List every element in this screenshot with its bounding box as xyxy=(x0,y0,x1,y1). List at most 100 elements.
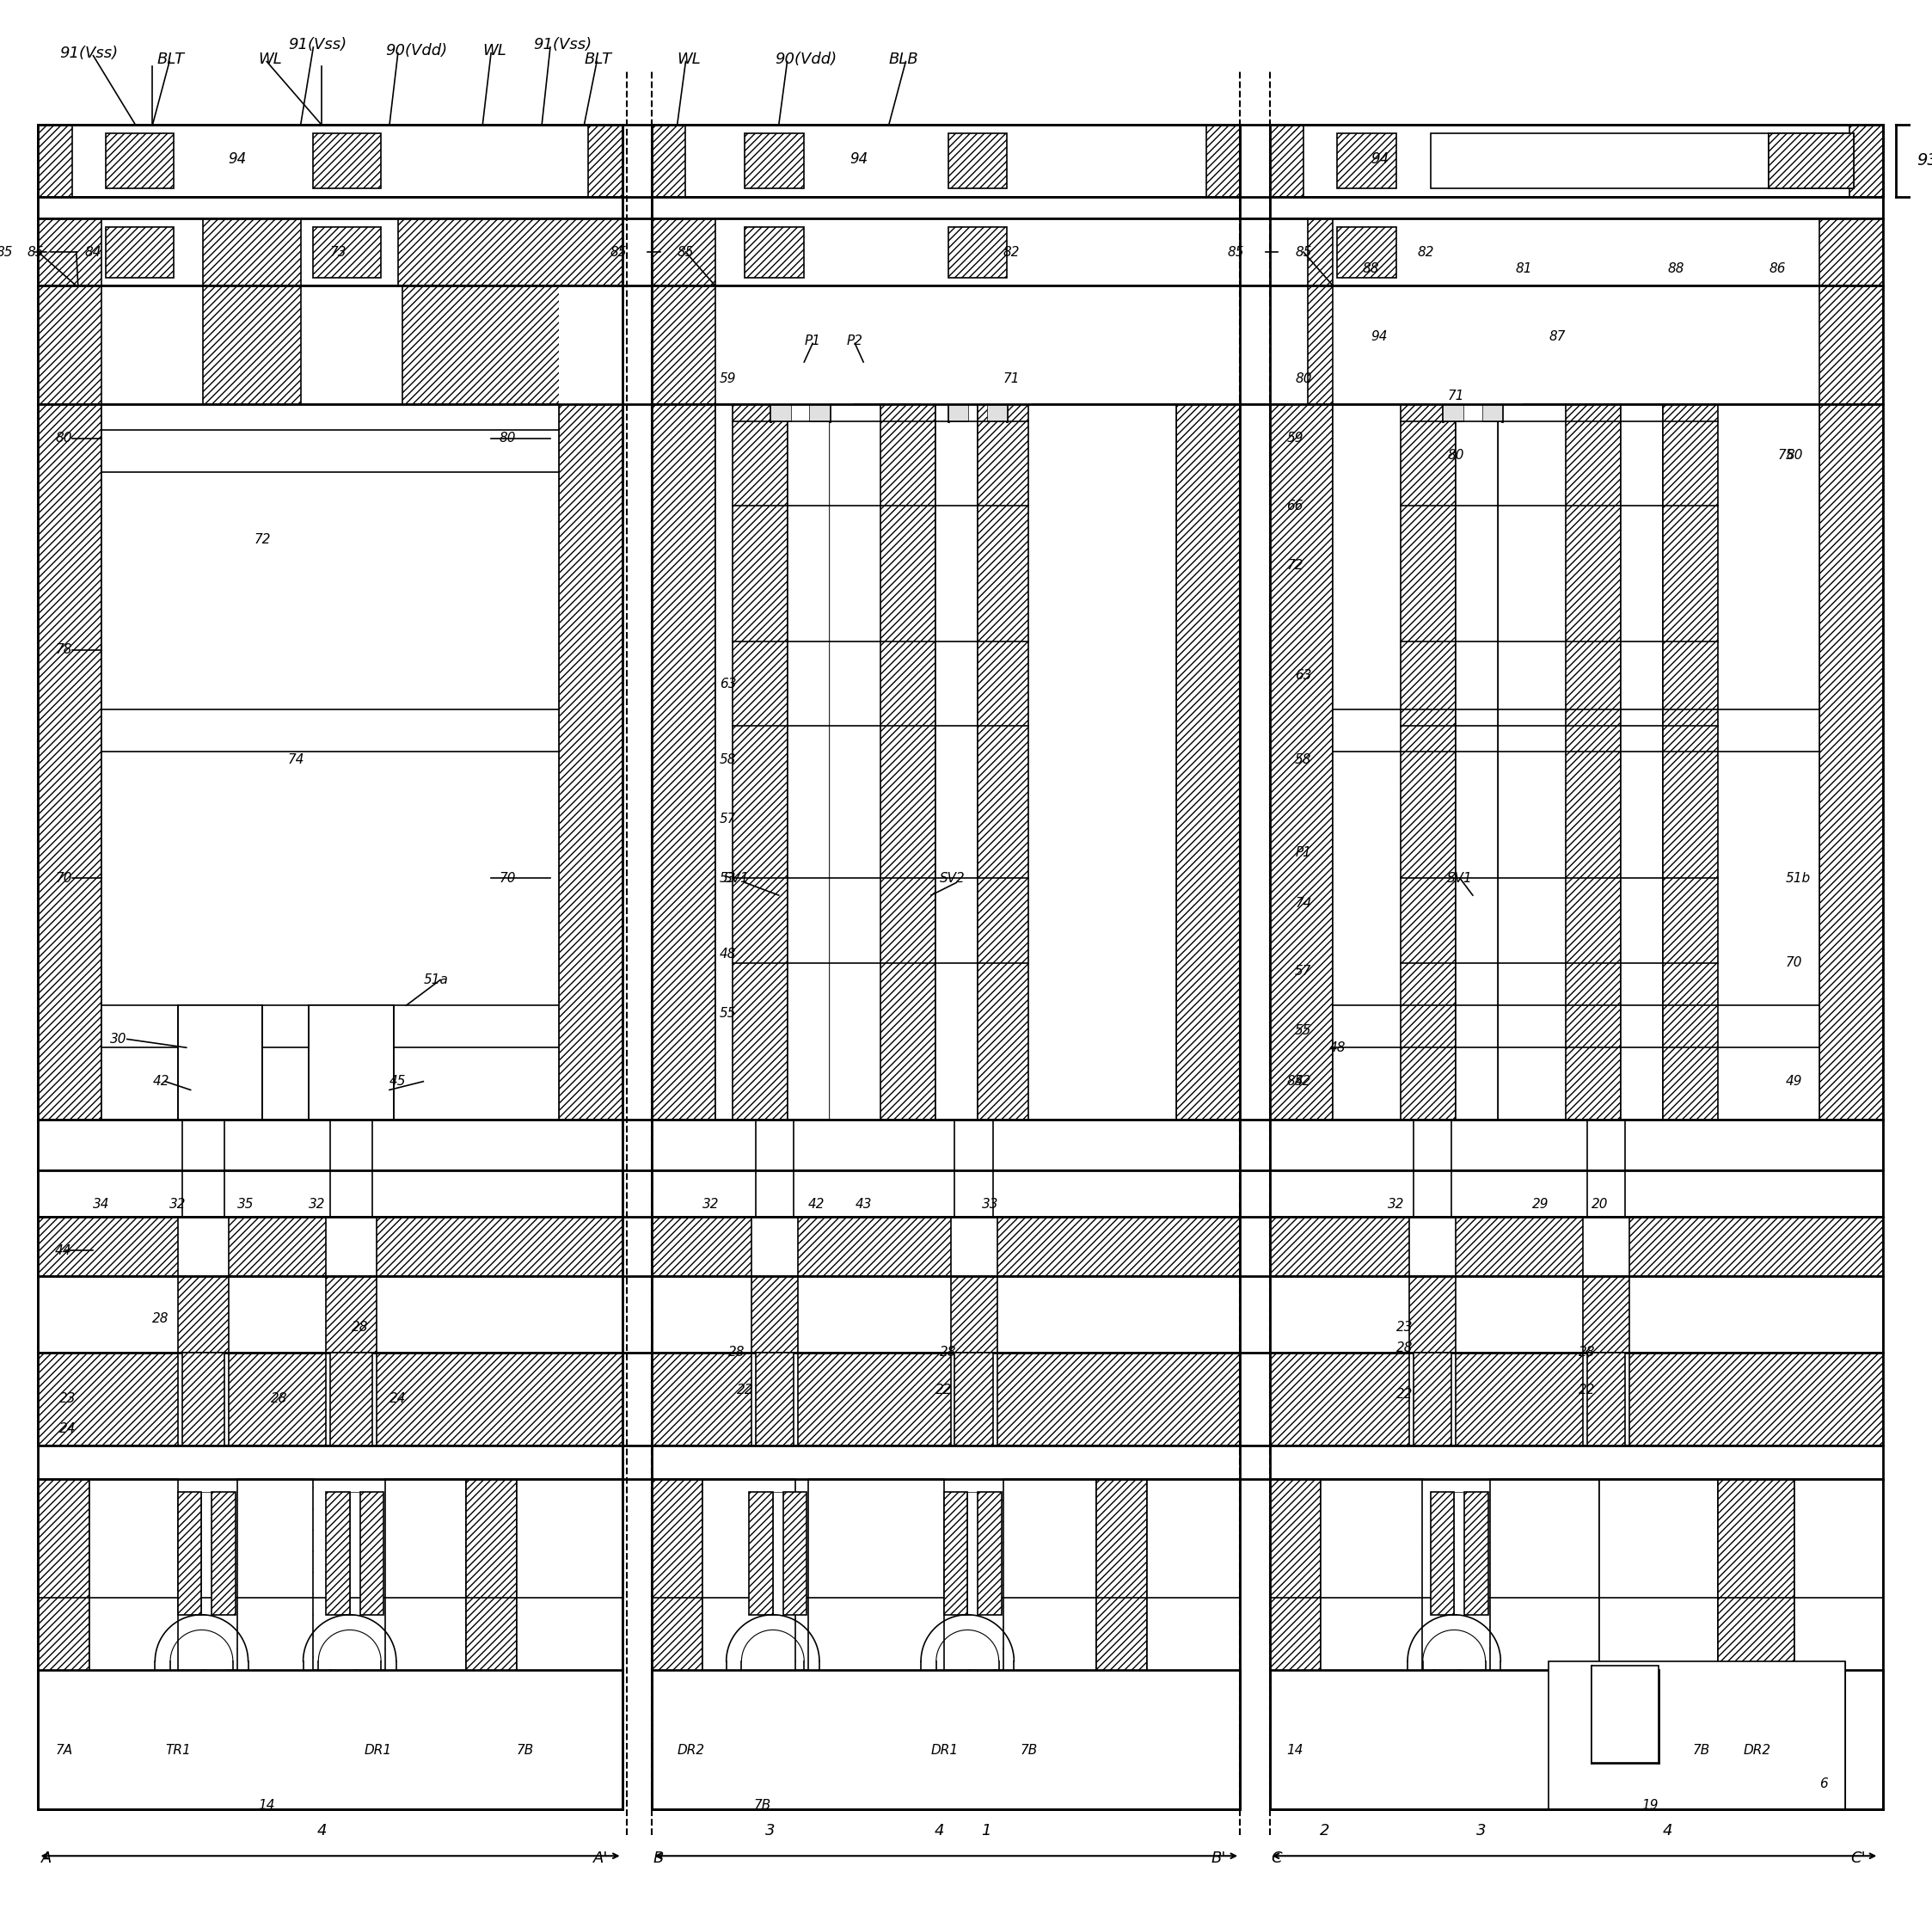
Bar xyxy=(1428,286,1522,405)
Bar xyxy=(1003,1479,1095,1670)
Bar xyxy=(951,1216,997,1275)
Bar xyxy=(651,197,1240,218)
Bar xyxy=(651,1670,1240,1810)
Text: 86: 86 xyxy=(1770,262,1785,275)
Text: 59: 59 xyxy=(1287,431,1304,445)
Text: 34: 34 xyxy=(93,1197,110,1210)
Bar xyxy=(39,124,71,197)
Bar xyxy=(238,1479,313,1670)
Bar xyxy=(39,124,622,197)
Bar xyxy=(954,1119,993,1216)
Text: 57: 57 xyxy=(1294,964,1312,977)
Text: 94: 94 xyxy=(1372,330,1387,344)
Bar xyxy=(715,405,1177,1119)
Bar xyxy=(89,1479,178,1670)
Bar xyxy=(1148,1479,1240,1670)
Text: P2: P2 xyxy=(846,334,864,347)
Text: 23: 23 xyxy=(60,1392,75,1405)
Text: 32: 32 xyxy=(309,1197,327,1210)
Bar xyxy=(1621,405,1663,1119)
Text: 24: 24 xyxy=(60,1422,75,1436)
Text: 94: 94 xyxy=(850,151,867,166)
Text: 91(Vss): 91(Vss) xyxy=(60,46,118,61)
Bar xyxy=(922,286,1032,405)
Text: 1: 1 xyxy=(981,1823,991,1838)
Bar xyxy=(651,405,715,1119)
Text: DR2: DR2 xyxy=(678,1743,705,1756)
Text: 70: 70 xyxy=(500,872,516,884)
Bar xyxy=(558,286,622,405)
Bar xyxy=(829,405,881,1119)
Bar xyxy=(1565,405,1621,1119)
Bar xyxy=(330,1119,373,1216)
Text: 28: 28 xyxy=(270,1392,288,1405)
Text: 48: 48 xyxy=(719,949,736,960)
Bar xyxy=(1600,1479,1718,1670)
Bar xyxy=(178,1216,228,1275)
Text: 78: 78 xyxy=(56,643,71,657)
Bar xyxy=(39,1119,622,1170)
Bar xyxy=(1718,1479,1795,1670)
Text: A': A' xyxy=(593,1850,609,1867)
Bar xyxy=(651,1119,1240,1170)
Bar xyxy=(1586,1119,1625,1216)
Text: 20: 20 xyxy=(1592,1197,1607,1210)
Bar xyxy=(935,405,978,1119)
Text: 51b: 51b xyxy=(1785,872,1810,884)
Bar xyxy=(1269,124,1884,197)
Bar xyxy=(301,286,402,405)
Text: 2: 2 xyxy=(1320,1823,1329,1838)
Text: 22: 22 xyxy=(1578,1384,1596,1397)
Bar xyxy=(106,227,174,277)
Bar xyxy=(978,1493,1001,1615)
Bar xyxy=(1582,1352,1629,1445)
Text: 63: 63 xyxy=(1294,668,1312,682)
Bar xyxy=(589,124,622,197)
Bar xyxy=(1206,124,1240,197)
Text: 58: 58 xyxy=(719,754,736,766)
Bar xyxy=(759,286,854,405)
Text: WL: WL xyxy=(483,42,506,59)
Bar xyxy=(327,1493,350,1615)
Bar xyxy=(651,1216,1240,1275)
Bar xyxy=(1408,1275,1457,1352)
Bar xyxy=(978,405,1028,1119)
Text: BLT: BLT xyxy=(156,52,184,67)
Text: 90(Vdd): 90(Vdd) xyxy=(775,52,837,67)
Text: 7B: 7B xyxy=(516,1743,533,1756)
Text: 85: 85 xyxy=(1294,246,1312,258)
Text: 28: 28 xyxy=(939,1346,956,1359)
Text: P1: P1 xyxy=(1294,846,1312,859)
Text: SV1: SV1 xyxy=(724,872,750,884)
Bar xyxy=(949,353,968,422)
Text: 33: 33 xyxy=(981,1197,999,1210)
Text: 80: 80 xyxy=(500,431,516,445)
Bar xyxy=(1592,1665,1660,1762)
Bar xyxy=(1333,218,1820,286)
Text: 85: 85 xyxy=(27,246,44,258)
Bar xyxy=(1269,1216,1884,1275)
Text: 94: 94 xyxy=(228,151,245,166)
Bar xyxy=(39,218,622,286)
Bar xyxy=(1795,1479,1884,1670)
Text: 3: 3 xyxy=(1476,1823,1486,1838)
Bar xyxy=(651,218,1240,286)
Text: B: B xyxy=(653,1850,665,1867)
Text: A: A xyxy=(41,1850,52,1867)
Bar xyxy=(773,1493,782,1615)
Text: 93: 93 xyxy=(1917,153,1932,168)
Bar xyxy=(182,1119,224,1216)
Text: 45: 45 xyxy=(390,1075,406,1088)
Text: 87: 87 xyxy=(1549,330,1565,344)
Bar xyxy=(1269,197,1884,218)
Text: 22: 22 xyxy=(935,1384,952,1397)
Bar xyxy=(1586,1352,1625,1445)
Bar xyxy=(313,134,381,189)
Text: 72: 72 xyxy=(1287,559,1304,571)
Bar xyxy=(1408,1216,1457,1275)
Bar xyxy=(309,1006,394,1119)
Bar xyxy=(1269,1119,1884,1170)
Bar xyxy=(350,1493,359,1615)
Text: 28: 28 xyxy=(728,1346,744,1359)
Bar xyxy=(1430,134,1845,189)
